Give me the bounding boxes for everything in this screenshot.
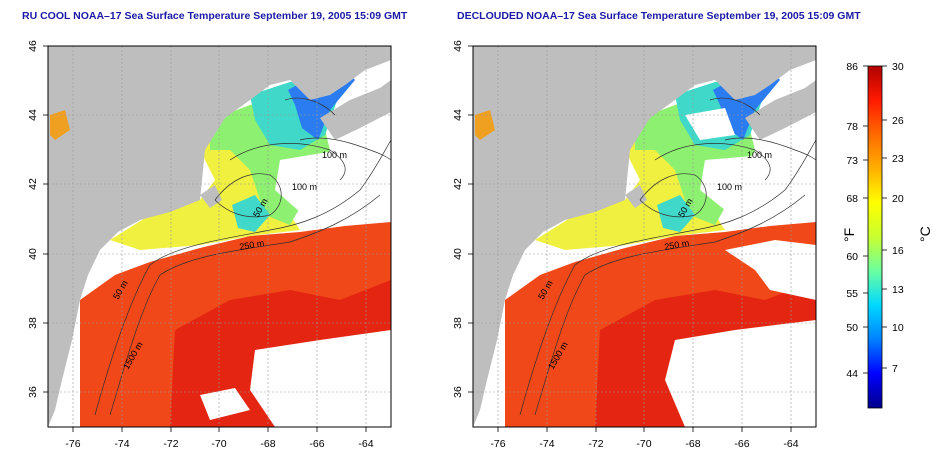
- y-tick-label: 40: [452, 248, 464, 260]
- y-tick-label: 40: [27, 248, 39, 260]
- bathymetry-contour: [519, 139, 816, 416]
- y-tick-label: 42: [27, 178, 39, 190]
- right-map-title: DECLOUDED NOAA–17 Sea Surface Temperatur…: [457, 10, 861, 22]
- y-tick-label: 44: [27, 109, 39, 121]
- celsius-tick-label: 7: [892, 363, 898, 375]
- celsius-tick-label: 30: [892, 61, 904, 73]
- bathymetry-contour: [709, 97, 761, 116]
- y-tick-label: 44: [452, 109, 464, 121]
- y-tick-label: 36: [27, 386, 39, 398]
- bathymetry-contour: [654, 143, 771, 181]
- x-tick-label: -70: [636, 438, 651, 450]
- x-tick-label: -66: [734, 438, 749, 450]
- x-tick-label: -72: [163, 438, 178, 450]
- colorbar-gradient: [867, 65, 883, 409]
- left-map-title: RU COOL NOAA–17 Sea Surface Temperature …: [22, 10, 408, 22]
- x-tick-label: -70: [211, 438, 226, 450]
- land-mass: [473, 46, 816, 427]
- cloud-patch: [200, 388, 250, 420]
- y-tick-label: 46: [452, 40, 464, 52]
- cape-cod: [200, 185, 222, 208]
- contour-depth-label: 100 m: [747, 150, 772, 160]
- map-frame: [472, 45, 817, 428]
- cloud-patch: [250, 330, 391, 427]
- celsius-unit-label: °C: [917, 226, 933, 242]
- bathymetry-contour: [94, 139, 391, 416]
- fahrenheit-tick-label: 55: [846, 288, 858, 300]
- bathymetry-contour: [639, 173, 707, 218]
- celsius-tick-label: 13: [892, 284, 904, 296]
- contour-depth-label: 100 m: [322, 150, 347, 160]
- celsius-tick-label: 23: [892, 153, 904, 165]
- cloud-patch: [665, 320, 816, 427]
- bathymetry-contour: [284, 97, 336, 116]
- x-tick-label: -68: [260, 438, 275, 450]
- bathymetry-contour: [229, 143, 346, 181]
- cloud-patch: [700, 155, 816, 215]
- cloud-patch: [275, 150, 391, 220]
- x-tick-label: -74: [114, 438, 129, 450]
- celsius-tick-label: 20: [892, 193, 904, 205]
- temperature-colorbar: 86 78 73 68 60 55 50 44 30 26 23 20 16 13 10 7 °F °C: [841, 61, 933, 409]
- map-frame: [47, 45, 392, 428]
- celsius-tick-label: 16: [892, 245, 904, 257]
- bathymetry-contour: [299, 137, 391, 161]
- y-tick-label: 42: [452, 178, 464, 190]
- orange-inland-lake: [475, 110, 495, 140]
- fahrenheit-tick-label: 50: [846, 322, 858, 334]
- x-tick-label: -64: [358, 438, 373, 450]
- x-tick-label: -72: [588, 438, 603, 450]
- fahrenheit-tick-label: 60: [846, 251, 858, 263]
- cloud-patch: [725, 240, 816, 300]
- celsius-tick-label: 10: [892, 322, 904, 334]
- x-tick-label: -64: [783, 438, 798, 450]
- contour-depth-label: 100 m: [292, 182, 317, 192]
- orange-inland-lake: [50, 110, 70, 140]
- nova-scotia: [745, 80, 816, 140]
- bathymetry-contour: [724, 137, 816, 161]
- celsius-tick-label: 26: [892, 115, 904, 127]
- teal-georges-bank: [232, 195, 270, 232]
- teal-georges-bank: [657, 195, 695, 232]
- contour-depth-label: 250 m: [664, 238, 690, 252]
- cape-cod: [625, 185, 647, 208]
- y-tick-label: 36: [452, 386, 464, 398]
- fahrenheit-tick-label: 73: [846, 155, 858, 167]
- y-tick-label: 46: [27, 40, 39, 52]
- fahrenheit-unit-label: °F: [841, 228, 857, 242]
- contour-depth-label: 100 m: [717, 182, 742, 192]
- x-tick-label: -76: [65, 438, 80, 450]
- y-tick-label: 38: [27, 317, 39, 329]
- x-tick-label: -76: [490, 438, 505, 450]
- x-tick-label: -66: [309, 438, 324, 450]
- fahrenheit-tick-label: 68: [846, 193, 858, 205]
- fahrenheit-tick-label: 78: [846, 121, 858, 133]
- cloud-patch: [685, 108, 735, 140]
- x-tick-label: -74: [539, 438, 554, 450]
- x-tick-label: -68: [685, 438, 700, 450]
- land-mass: [48, 46, 391, 427]
- bathymetry-contour: [109, 194, 381, 416]
- fahrenheit-tick-label: 86: [846, 61, 858, 73]
- bathymetry-contour: [214, 173, 282, 218]
- nova-scotia: [320, 80, 391, 140]
- bathymetry-contour: [534, 194, 806, 416]
- fahrenheit-tick-label: 44: [846, 368, 858, 380]
- y-tick-label: 38: [452, 317, 464, 329]
- contour-depth-label: 250 m: [239, 238, 265, 252]
